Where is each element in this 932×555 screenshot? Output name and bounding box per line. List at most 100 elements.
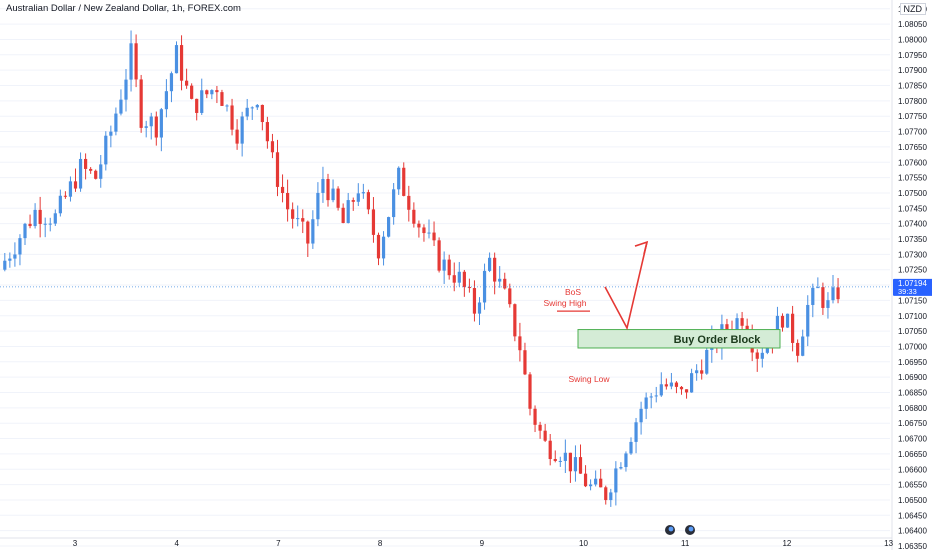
candle-body bbox=[336, 188, 340, 208]
candle-body bbox=[634, 422, 638, 442]
candle-body bbox=[402, 167, 406, 196]
candle bbox=[366, 189, 370, 215]
candle bbox=[114, 107, 118, 136]
candle-body bbox=[442, 259, 446, 271]
candle bbox=[104, 131, 108, 171]
candle bbox=[154, 111, 158, 146]
candle-body bbox=[669, 382, 673, 387]
candle bbox=[361, 183, 365, 199]
candle bbox=[412, 202, 416, 228]
x-tick-label: 9 bbox=[480, 539, 485, 548]
candle bbox=[669, 372, 673, 390]
candle-body bbox=[826, 300, 830, 308]
y-tick-label: 1.06600 bbox=[898, 465, 927, 474]
y-tick-label: 1.07600 bbox=[898, 158, 927, 167]
y-tick-label: 1.06950 bbox=[898, 358, 927, 367]
candle bbox=[68, 176, 73, 202]
candle-body bbox=[498, 278, 502, 282]
candle bbox=[43, 217, 47, 238]
candle bbox=[644, 392, 648, 420]
y-tick-label: 1.07550 bbox=[898, 174, 927, 183]
candle bbox=[791, 305, 795, 352]
candle-body bbox=[235, 129, 239, 144]
candle-body bbox=[518, 336, 522, 351]
candle-body bbox=[195, 98, 199, 113]
y-tick-label: 1.06850 bbox=[898, 389, 927, 398]
candle-body bbox=[785, 313, 790, 328]
candle bbox=[164, 79, 168, 118]
candle-body bbox=[48, 223, 52, 225]
candle bbox=[513, 303, 517, 342]
candle bbox=[417, 220, 421, 238]
y-tick-label: 1.06350 bbox=[898, 542, 927, 550]
x-tick-label: 13 bbox=[884, 539, 893, 548]
time-axis: 3 4 7 8 9 10 11 12 13 bbox=[0, 537, 894, 548]
candle bbox=[624, 451, 628, 472]
y-tick-label: 1.07500 bbox=[898, 189, 927, 198]
candle-body bbox=[836, 287, 840, 300]
candle bbox=[129, 30, 133, 92]
candle bbox=[28, 214, 32, 229]
candle bbox=[99, 154, 103, 188]
candle bbox=[255, 104, 259, 110]
candle-body bbox=[513, 304, 517, 337]
y-tick-label: 1.08050 bbox=[898, 20, 927, 29]
candle-body bbox=[609, 492, 613, 501]
candle-body bbox=[43, 223, 47, 225]
candle bbox=[169, 71, 174, 103]
candle bbox=[185, 68, 189, 89]
candle-body bbox=[185, 80, 189, 86]
y-tick-label: 1.06900 bbox=[898, 373, 927, 382]
y-tick-label: 1.06550 bbox=[898, 481, 927, 490]
candle-body bbox=[674, 382, 679, 387]
candle bbox=[3, 252, 7, 272]
candle-body bbox=[629, 441, 633, 454]
candle bbox=[407, 185, 411, 222]
countdown-value: 39:33 bbox=[898, 287, 917, 296]
x-tick-label: 11 bbox=[681, 539, 690, 548]
candle bbox=[210, 89, 214, 100]
candle-body bbox=[286, 192, 290, 210]
candle-body bbox=[8, 258, 12, 261]
candle-body bbox=[139, 79, 143, 128]
candle-body bbox=[725, 324, 729, 332]
y-tick-label: 1.06750 bbox=[898, 419, 927, 428]
event-flag-icon[interactable] bbox=[665, 525, 675, 535]
candle bbox=[275, 139, 280, 197]
candle bbox=[568, 452, 572, 483]
candle bbox=[245, 98, 249, 121]
candle-body bbox=[679, 386, 684, 390]
candle-body bbox=[705, 349, 709, 374]
candle bbox=[306, 220, 310, 257]
candle bbox=[654, 386, 658, 403]
event-flag-icon[interactable] bbox=[685, 525, 695, 535]
candle bbox=[402, 162, 406, 197]
candle bbox=[573, 445, 578, 482]
candle-body bbox=[38, 209, 42, 224]
candle-body bbox=[811, 287, 815, 305]
candle bbox=[755, 349, 759, 372]
order-block-zone[interactable] bbox=[577, 329, 781, 349]
candle-body bbox=[387, 217, 391, 237]
candle-body bbox=[791, 313, 795, 343]
candle-body bbox=[583, 473, 588, 487]
candle bbox=[139, 74, 143, 133]
candle bbox=[94, 169, 98, 180]
y-tick-label: 1.07150 bbox=[898, 296, 927, 305]
candle bbox=[215, 85, 219, 104]
candle bbox=[311, 210, 315, 249]
y-tick-label: 1.06700 bbox=[898, 435, 927, 444]
candle bbox=[578, 444, 583, 474]
candle bbox=[538, 421, 542, 439]
candle bbox=[821, 282, 825, 315]
candle-body bbox=[63, 195, 67, 197]
candle-body bbox=[543, 430, 547, 441]
candle-body bbox=[493, 257, 497, 282]
candle-body bbox=[371, 209, 376, 235]
candle bbox=[801, 329, 805, 357]
candle bbox=[427, 219, 431, 239]
